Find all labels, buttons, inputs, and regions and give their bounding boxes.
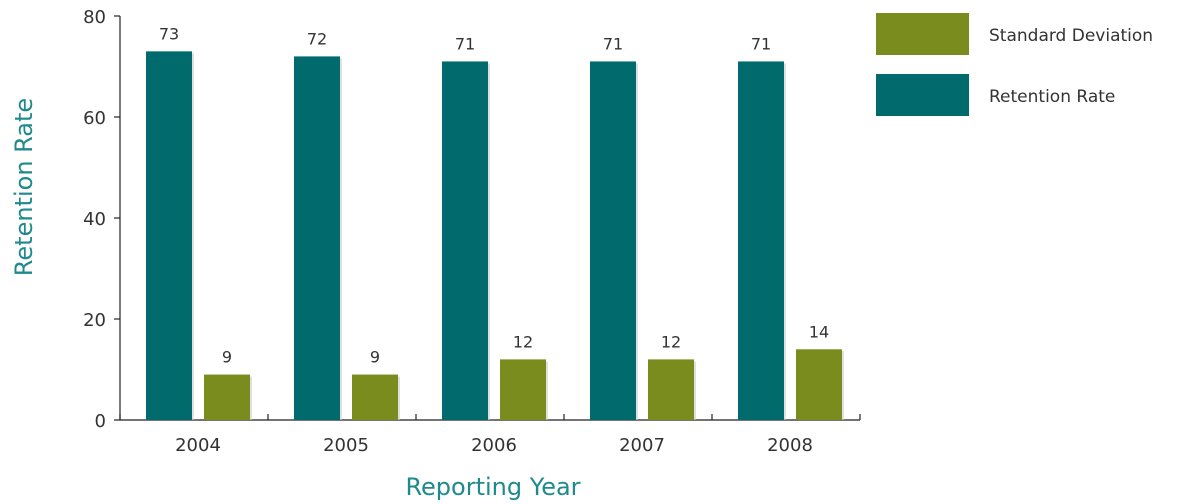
x-axis-title: Reporting Year (405, 473, 580, 501)
bar-standard-deviation (352, 374, 398, 420)
data-label: 71 (751, 34, 771, 53)
data-label: 71 (455, 34, 475, 53)
legend: Standard Deviation Retention Rate (876, 13, 1153, 116)
y-tick-label: 0 (95, 411, 106, 432)
data-label: 9 (370, 348, 380, 367)
x-tick-label: 2008 (767, 435, 813, 456)
bar-retention-rate (442, 61, 488, 420)
data-label: 71 (603, 34, 623, 53)
y-tick-label: 80 (83, 7, 106, 28)
bar-retention-rate (738, 61, 784, 420)
legend-label: Retention Rate (989, 87, 1115, 107)
bar-standard-deviation (796, 349, 842, 420)
y-axis-title: Retention Rate (10, 98, 38, 276)
bar-retention-rate (146, 51, 192, 420)
legend-swatch (876, 74, 969, 116)
data-label: 14 (809, 322, 829, 341)
data-labels: 73 9 72 9 71 12 71 12 71 14 (159, 24, 829, 366)
bar-standard-deviation (500, 359, 546, 420)
y-tick-label: 40 (83, 209, 106, 230)
data-label: 9 (222, 348, 232, 367)
data-label: 72 (307, 29, 327, 48)
y-tick-label: 20 (83, 310, 106, 331)
bar-standard-deviation (204, 374, 250, 420)
x-tick-label: 2007 (619, 435, 665, 456)
legend-label: Standard Deviation (989, 26, 1153, 46)
bar-standard-deviation (648, 359, 694, 420)
x-tick-label: 2005 (323, 435, 369, 456)
data-label: 12 (513, 332, 533, 351)
data-label: 12 (661, 332, 681, 351)
bar-retention-rate (294, 56, 340, 421)
axes: 0 20 40 60 80 2004 2005 2006 2007 2008 (83, 7, 861, 456)
legend-swatch (876, 13, 969, 55)
x-tick-label: 2004 (175, 435, 221, 456)
y-tick-label: 60 (83, 108, 106, 129)
x-tick-label: 2006 (471, 435, 517, 456)
bars (146, 51, 844, 421)
bar-retention-rate (590, 61, 636, 420)
data-label: 73 (159, 24, 179, 43)
